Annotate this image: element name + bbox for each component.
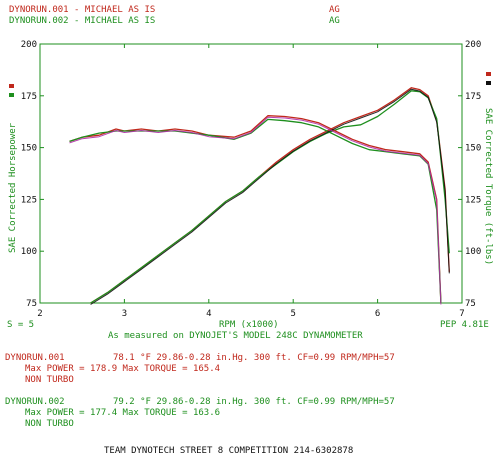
y-tick-label-right: 125 <box>465 195 481 205</box>
x-axis-label: RPM (x1000) <box>219 320 279 330</box>
run1-turbo: NON TURBO <box>25 375 74 385</box>
legend-run1-code: AG <box>329 5 340 15</box>
y-tick-label-right: 200 <box>465 40 481 50</box>
smoothing-label: S = 5 <box>7 320 35 330</box>
right-marker-run1 <box>486 72 491 76</box>
x-tick-label: 4 <box>206 309 211 319</box>
legend-run1-label: DYNORUN.001 - MICHAEL AS IS <box>9 5 156 15</box>
team-label: TEAM DYNOTECH STREET 8 COMPETITION 214-6… <box>104 446 354 456</box>
y-tick-label-right: 75 <box>465 299 476 309</box>
left-marker-run1 <box>9 84 14 88</box>
x-tick-label: 6 <box>375 309 380 319</box>
y-tick-label-left: 200 <box>21 40 37 50</box>
run1-name: DYNORUN.001 <box>5 353 65 363</box>
left-marker-run2 <box>9 93 14 97</box>
y-axis-left-label: SAE Corrected Horsepower <box>8 122 18 253</box>
run1-conditions: 78.1 °F 29.86-0.28 in.Hg. 300 ft. CF=0.9… <box>113 353 395 363</box>
series-overlay-horsepower <box>90 88 450 305</box>
x-tick-label: 5 <box>290 309 295 319</box>
legend-run2-code: AG <box>329 16 340 26</box>
y-tick-label-left: 125 <box>21 195 37 205</box>
series-overlay-torque <box>69 116 442 305</box>
y-tick-label-right: 150 <box>465 144 481 154</box>
x-tick-label: 7 <box>459 309 464 319</box>
run2-conditions: 79.2 °F 29.86-0.28 in.Hg. 300 ft. CF=0.9… <box>113 397 395 407</box>
series-line-torque-run1 <box>69 115 442 304</box>
measured-on: As measured on DYNOJET'S MODEL 248C DYNA… <box>108 331 363 341</box>
x-tick-label: 2 <box>37 309 42 319</box>
plot-frame <box>39 43 463 304</box>
y-tick-label-right: 100 <box>465 247 481 257</box>
x-tick-label: 3 <box>122 309 127 319</box>
y-tick-label-left: 100 <box>21 247 37 257</box>
y-tick-label-left: 150 <box>21 144 37 154</box>
y-axis-right-label: SAE Corrected Torque (ft-lbs) <box>483 108 493 266</box>
y-tick-label-left: 75 <box>26 299 37 309</box>
legend-run2-label: DYNORUN.002 - MICHAEL AS IS <box>9 16 156 26</box>
y-tick-label-right: 175 <box>465 92 481 102</box>
series-line-torque-run2 <box>69 118 442 304</box>
run2-max: Max POWER = 177.4 Max TORQUE = 163.6 <box>25 408 221 418</box>
run2-name: DYNORUN.002 <box>5 397 65 407</box>
series-line-horsepower-run2 <box>90 90 450 304</box>
y-tick-label-left: 175 <box>21 92 37 102</box>
run1-max: Max POWER = 178.9 Max TORQUE = 165.4 <box>25 364 221 374</box>
pep-label: PEP 4.81E <box>440 320 489 330</box>
run2-turbo: NON TURBO <box>25 419 74 429</box>
right-marker-run2 <box>486 81 491 85</box>
